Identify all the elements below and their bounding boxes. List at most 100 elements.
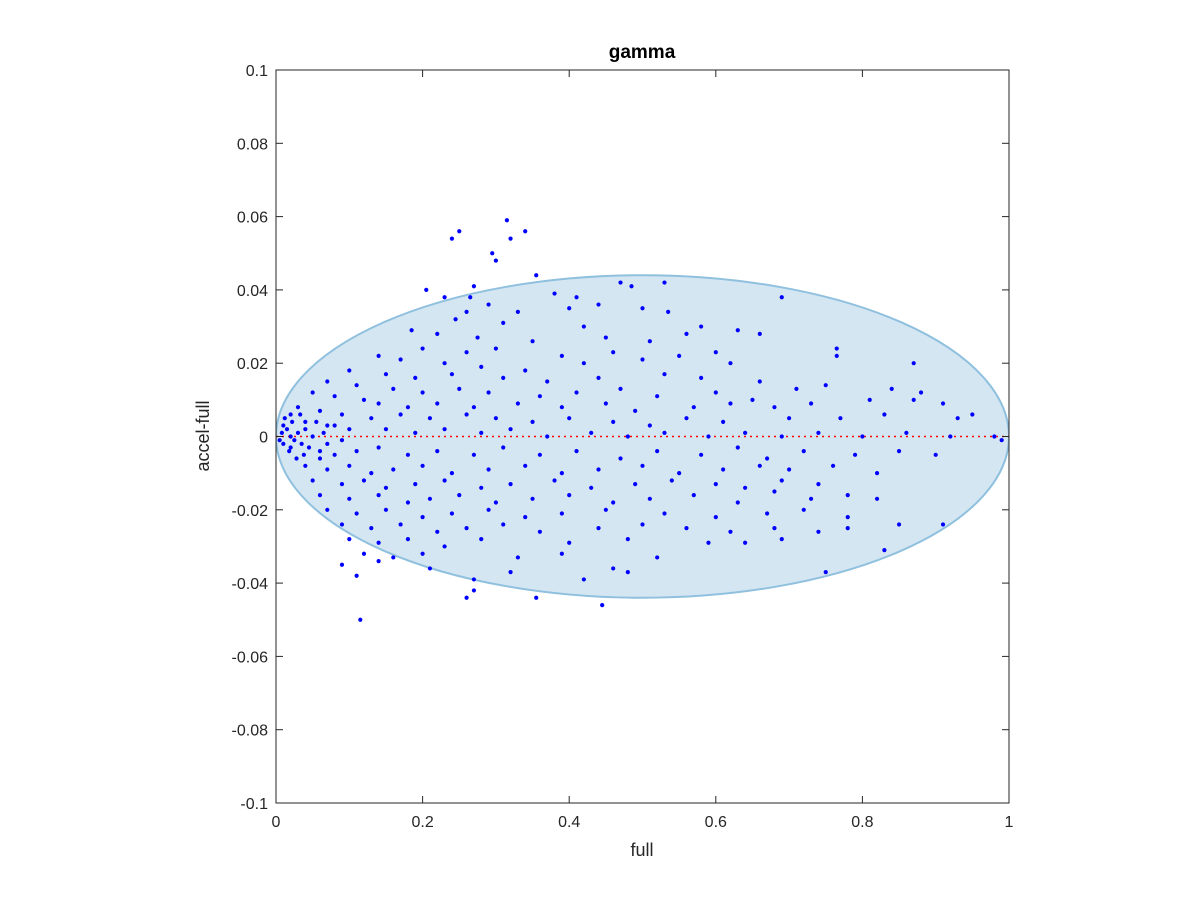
scatter-point <box>303 427 308 432</box>
scatter-point <box>325 379 330 384</box>
scatter-point <box>471 577 477 582</box>
scatter-point <box>655 555 660 560</box>
scatter-point <box>442 478 447 483</box>
scatter-point <box>288 412 293 417</box>
scatter-point <box>501 375 506 380</box>
scatter-point <box>295 430 301 435</box>
scatter-point <box>420 390 425 395</box>
scatter-point <box>728 529 733 534</box>
scatter-point <box>339 562 345 567</box>
scatter-point <box>310 478 315 483</box>
scatter-point <box>493 500 498 505</box>
scatter-point <box>581 361 586 366</box>
scatter-point <box>409 328 414 333</box>
scatter-point <box>655 449 660 454</box>
scatter-point <box>735 328 740 333</box>
scatter-point <box>567 493 572 498</box>
scatter-point <box>413 430 418 435</box>
scatter-point <box>424 287 429 292</box>
scatter-point <box>420 463 425 468</box>
scatter-point <box>369 471 374 476</box>
scatter-point <box>354 449 359 454</box>
scatter-point <box>294 456 299 461</box>
scatter-point <box>339 438 345 443</box>
scatter-point <box>301 452 306 457</box>
scatter-point <box>816 430 821 435</box>
scatter-point <box>684 526 689 531</box>
scatter-point <box>413 375 418 380</box>
scatter-point <box>310 390 315 395</box>
scatter-point <box>808 496 814 501</box>
scatter-point <box>728 401 733 406</box>
y-tick-label: 0.04 <box>237 283 268 300</box>
scatter-point <box>453 317 458 322</box>
scatter-point <box>449 511 455 516</box>
scatter-point <box>435 331 440 336</box>
scatter-point <box>306 445 312 450</box>
scatter-point <box>369 526 374 531</box>
scatter-point <box>295 405 301 410</box>
scatter-point <box>655 394 660 399</box>
scatter-point <box>691 493 696 498</box>
scatter-point <box>779 295 784 300</box>
scatter-point <box>699 375 704 380</box>
scatter-point <box>471 452 477 457</box>
scatter-point <box>523 515 528 520</box>
scatter-point <box>940 401 946 406</box>
scatter-point <box>515 555 520 560</box>
scatter-point <box>347 496 352 501</box>
scatter-point <box>354 511 359 516</box>
scatter-point <box>317 456 323 461</box>
scatter-point <box>420 515 425 520</box>
scatter-point <box>281 441 286 446</box>
scatter-point <box>787 416 792 421</box>
scatter-point <box>896 449 902 454</box>
scatter-point <box>629 284 634 289</box>
scatter-point <box>574 295 579 300</box>
x-tick-label: 1 <box>1005 814 1014 831</box>
scatter-point <box>493 416 498 421</box>
scatter-point <box>501 522 506 527</box>
scatter-point <box>282 416 287 421</box>
scatter-point <box>699 324 704 329</box>
scatter-point <box>317 408 323 413</box>
scatter-point <box>596 467 601 472</box>
scatter-point <box>647 423 652 428</box>
scatter-point <box>596 526 601 531</box>
scatter-point <box>442 361 447 366</box>
scatter-point <box>457 229 462 234</box>
scatter-point <box>405 452 411 457</box>
scatter-point <box>611 419 616 424</box>
scatter-point <box>479 537 484 542</box>
scatter-point <box>559 353 564 358</box>
scatter-point <box>290 419 295 424</box>
scatter-point <box>808 401 814 406</box>
x-tick-label: 0.6 <box>705 814 727 831</box>
scatter-point <box>471 588 477 593</box>
scatter-point <box>691 405 696 410</box>
scatter-point <box>838 416 843 421</box>
scatter-point <box>559 405 564 410</box>
scatter-point <box>347 463 352 468</box>
scatter-point <box>830 463 836 468</box>
scatter-point <box>398 522 403 527</box>
scatter-point <box>816 529 821 534</box>
scatter-point <box>757 463 762 468</box>
scatter-point <box>618 386 623 391</box>
scatter-point <box>574 390 579 395</box>
scatter-point <box>383 427 389 432</box>
y-axis-ticks: -0.1 -0.08 -0.06 -0.04 -0.02 0 0.02 0.04 0.06 0.0… <box>232 63 1009 813</box>
scatter-point <box>303 419 308 424</box>
scatter-point <box>589 485 594 490</box>
scatter-point <box>501 320 506 325</box>
scatter-point <box>442 295 447 300</box>
scatter-point <box>361 551 367 556</box>
scatter-point <box>552 291 557 296</box>
scatter-point <box>464 595 469 600</box>
scatter-point <box>288 445 293 450</box>
scatter-point <box>479 364 484 369</box>
scatter-point <box>508 482 513 487</box>
scatter-point <box>427 566 433 571</box>
scatter-point <box>281 423 286 428</box>
